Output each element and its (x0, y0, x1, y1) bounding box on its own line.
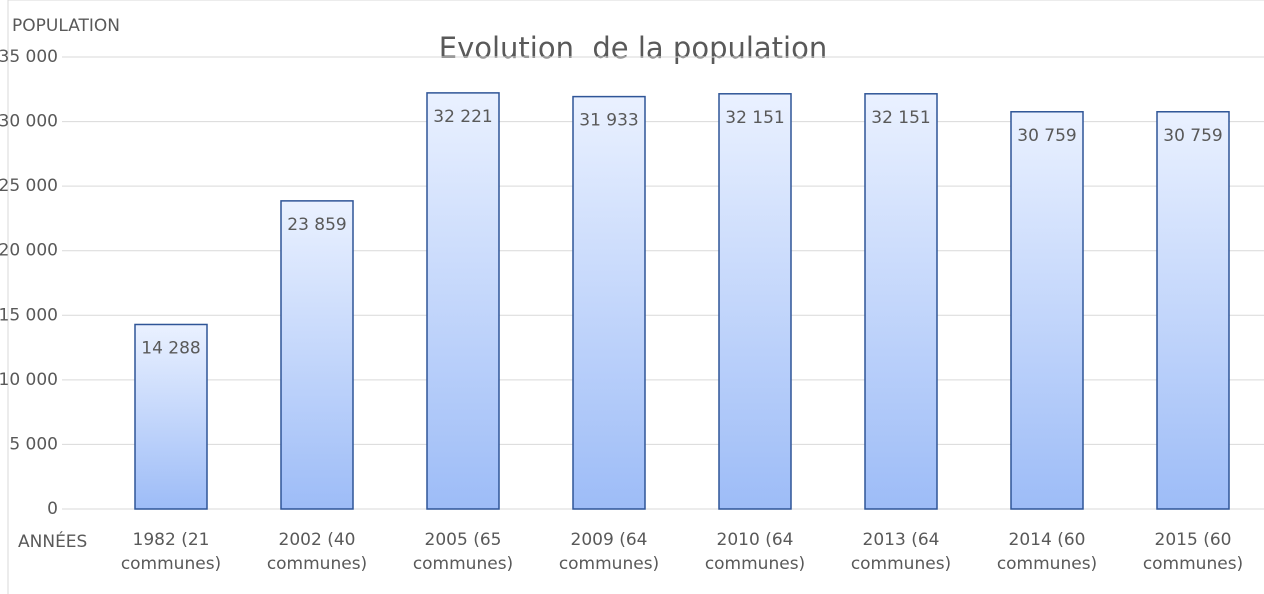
bar (718, 93, 792, 510)
bar (280, 200, 354, 510)
value-label: 30 759 (1163, 126, 1222, 146)
bar (1010, 111, 1084, 510)
value-label: 23 859 (287, 215, 346, 235)
x-tick-label: 2014 (60 communes) (996, 530, 1098, 574)
x-tick-label: 2009 (64 communes) (558, 530, 660, 574)
y-tick-label: 20 000 (0, 241, 58, 261)
value-label: 14 288 (141, 338, 200, 358)
x-axis-label: ANNÉES (18, 530, 87, 552)
y-tick-label: 15 000 (0, 305, 58, 325)
bar (864, 93, 938, 510)
value-label: 32 221 (433, 107, 492, 127)
bar (1156, 111, 1230, 510)
y-tick-label: 35 000 (0, 47, 58, 67)
bar (426, 92, 500, 510)
bar (572, 95, 646, 510)
value-label: 30 759 (1017, 126, 1076, 146)
y-tick-label: 30 000 (0, 112, 58, 132)
y-tick-label: 25 000 (0, 176, 58, 196)
value-label: 31 933 (579, 111, 638, 131)
value-label: 32 151 (871, 108, 930, 128)
y-tick-label: 5 000 (9, 434, 58, 454)
bar (134, 323, 208, 510)
y-axis-label: POPULATION (12, 16, 120, 36)
x-tick-label: 2015 (60 communes) (1142, 530, 1244, 574)
y-tick-label: 0 (47, 499, 58, 519)
chart-title: Evolution de la population (439, 31, 827, 65)
x-tick-label: 2010 (64 communes) (704, 530, 806, 574)
chart-border (7, 0, 1264, 594)
x-tick-label: 2013 (64 communes) (850, 530, 952, 574)
y-tick-label: 10 000 (0, 370, 58, 390)
x-tick-label: 2005 (65 communes) (412, 530, 514, 574)
value-label: 32 151 (725, 108, 784, 128)
x-tick-label: 1982 (21 communes) (120, 530, 222, 574)
x-tick-label: 2002 (40 communes) (266, 530, 368, 574)
